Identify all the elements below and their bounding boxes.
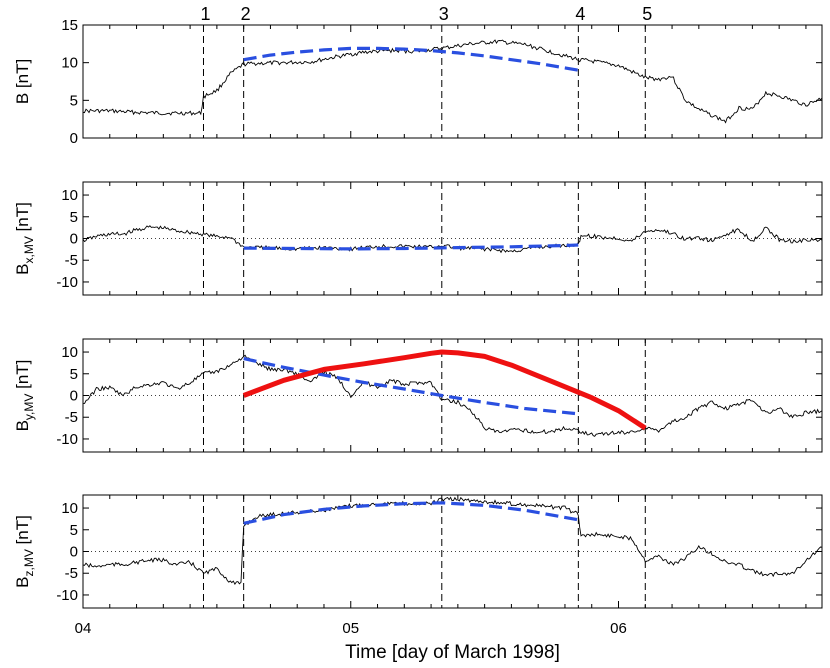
model-blue-series	[243, 357, 579, 416]
axes-frame	[82, 24, 823, 139]
y-tick-label: 10	[61, 55, 78, 72]
panel-4: -10 -5 0 5 10 Bz,MV [nT]	[13, 494, 823, 609]
y-tick-label: 5	[70, 522, 78, 539]
y-axis-title-main: B	[13, 264, 32, 275]
y-tick-label: -5	[65, 252, 78, 269]
y-axis-title-unit: [nT]	[13, 360, 32, 394]
x-tick-label: 04	[75, 620, 92, 637]
y-tick-label: -5	[65, 565, 78, 582]
model-blue-series	[243, 243, 579, 251]
x-tick-label: 06	[610, 620, 627, 637]
y-axis-title-main: B	[13, 93, 32, 104]
event-label-1: 1	[200, 4, 210, 24]
y-axis-title-unit: [nT]	[13, 515, 32, 549]
y-tick-label: 15	[61, 17, 78, 34]
y-tick-label: -10	[56, 274, 78, 291]
panel-2: -10 -5 0 5 10 Bx,MV [nT]	[13, 181, 823, 296]
event-label-4: 4	[575, 4, 585, 24]
observed-series	[82, 39, 823, 124]
y-axis-title-main: B	[13, 420, 32, 431]
y-tick-label: 10	[61, 344, 78, 361]
x-tick-label: 05	[342, 620, 359, 637]
y-tick-label: 0	[70, 130, 78, 147]
model-blue-series	[243, 501, 579, 525]
panel-3: -10 -5 0 5 10 By,MV [nT]	[13, 338, 823, 453]
event-label-2: 2	[241, 4, 251, 24]
event-label-3: 3	[439, 4, 449, 24]
model-blue-series	[243, 46, 579, 72]
y-tick-label: 5	[70, 209, 78, 226]
event-label-5: 5	[642, 4, 652, 24]
observed-series	[82, 354, 823, 437]
y-tick-label: 10	[61, 187, 78, 204]
y-tick-label: 0	[70, 231, 78, 248]
y-axis-title: Bx,MV [nT]	[13, 202, 36, 275]
y-axis-title-unit: [nT]	[13, 59, 32, 93]
model-red-series	[242, 349, 647, 431]
y-axis-title: Bz,MV [nT]	[13, 515, 36, 588]
y-axis-title-subscript: x,MV	[22, 236, 36, 263]
y-axis-title: By,MV [nT]	[13, 360, 36, 432]
y-tick-label: 0	[70, 544, 78, 561]
y-tick-label: 5	[70, 366, 78, 383]
y-tick-label: -10	[56, 587, 78, 604]
y-tick-label: 0	[70, 388, 78, 405]
y-axis-title-subscript: y,MV	[22, 394, 36, 420]
y-axis-title-unit: [nT]	[13, 202, 32, 236]
y-tick-label: -5	[65, 409, 78, 426]
y-axis-title-main: B	[13, 577, 32, 588]
y-axis-title: B [nT]	[13, 59, 32, 104]
y-tick-label: 5	[70, 92, 78, 109]
observed-series	[82, 496, 823, 585]
x-axis-title: Time [day of March 1998]	[345, 642, 560, 663]
observed-series	[82, 225, 823, 254]
panel-1: 0 5 10 15 B [nT]	[13, 17, 823, 147]
y-tick-label: 10	[61, 500, 78, 517]
y-axis-title-subscript: z,MV	[22, 549, 36, 576]
y-tick-label: -10	[56, 431, 78, 448]
